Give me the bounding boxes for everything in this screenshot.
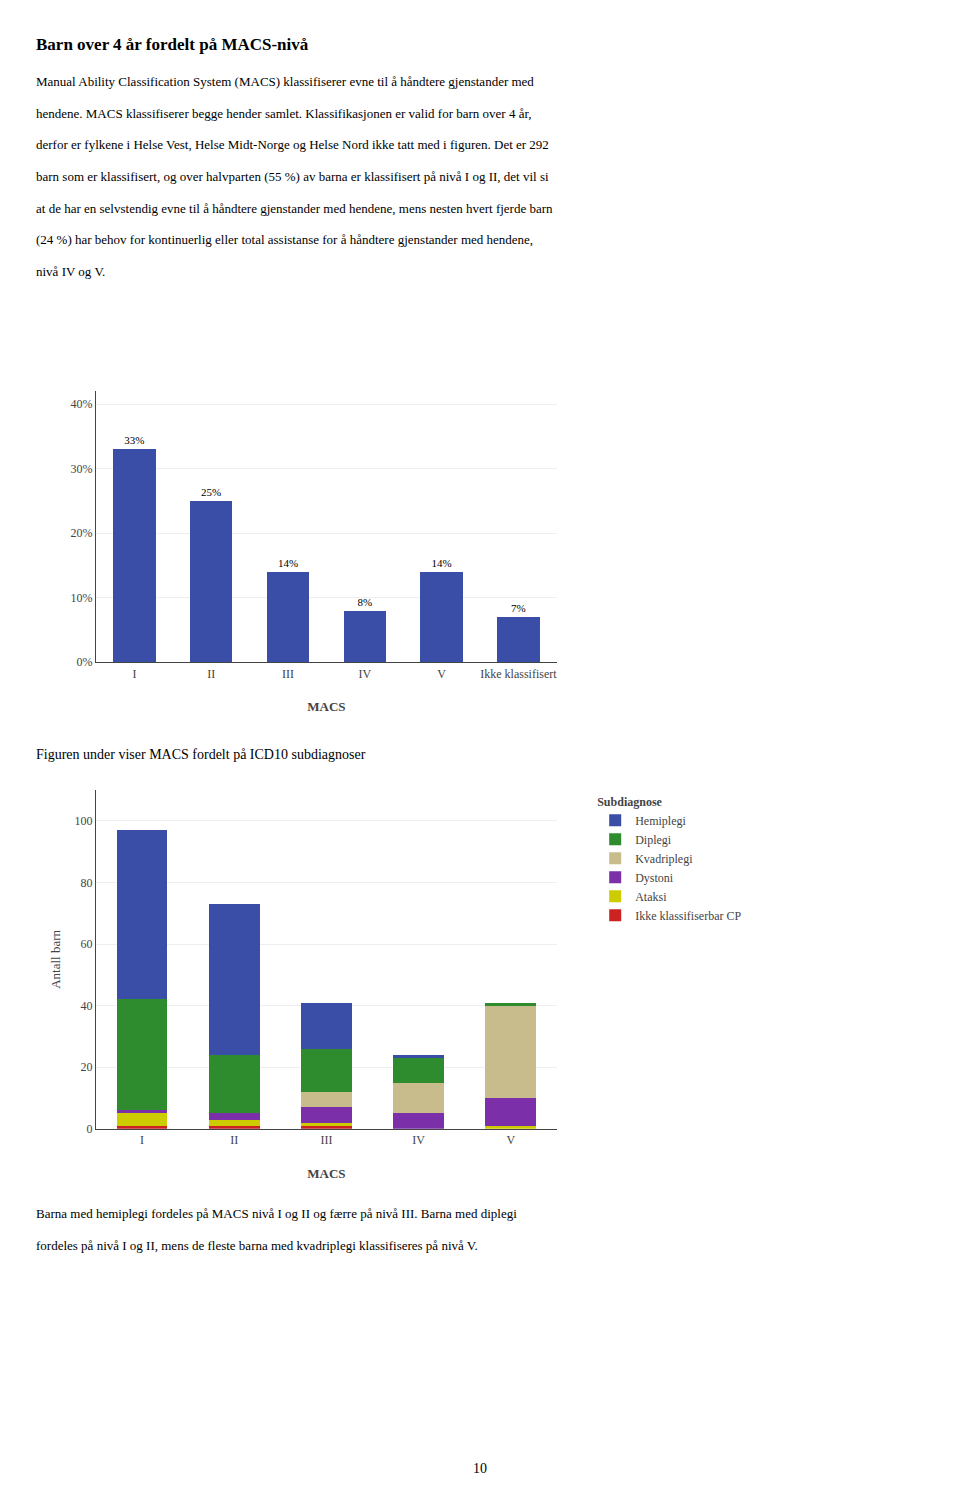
svg-text:I: I: [140, 1133, 144, 1147]
svg-text:II: II: [207, 667, 215, 681]
svg-text:Antall barn: Antall barn: [48, 930, 63, 989]
svg-text:III: III: [320, 1133, 332, 1147]
svg-text:Ikke klassifiserbar CP: Ikke klassifiserbar CP: [635, 909, 741, 923]
svg-text:nivå IV og V.: nivå IV og V.: [36, 264, 105, 279]
svg-text:III: III: [282, 667, 294, 681]
svg-text:Hemiplegi: Hemiplegi: [635, 814, 686, 828]
svg-text:60: 60: [81, 937, 93, 951]
svg-text:100: 100: [75, 814, 93, 828]
svg-text:derfor er fylkene i Helse Vest: derfor er fylkene i Helse Vest, Helse Mi…: [36, 137, 549, 152]
svg-text:fordeles på nivå I og II, mens: fordeles på nivå I og II, mens de fleste…: [36, 1238, 478, 1253]
svg-text:7%: 7%: [511, 602, 526, 614]
svg-text:Dystoni: Dystoni: [635, 871, 674, 885]
svg-text:10%: 10%: [71, 591, 93, 605]
svg-text:Barn over 4 år fordelt på MACS: Barn over 4 år fordelt på MACS-nivå: [36, 35, 309, 54]
svg-text:Kvadriplegi: Kvadriplegi: [635, 852, 693, 866]
svg-text:Subdiagnose: Subdiagnose: [597, 795, 662, 809]
svg-text:0: 0: [87, 1122, 93, 1136]
svg-text:Ikke klassifisert: Ikke klassifisert: [480, 667, 557, 681]
svg-text:14%: 14%: [432, 557, 452, 569]
svg-text:V: V: [506, 1133, 515, 1147]
svg-text:Diplegi: Diplegi: [635, 833, 672, 847]
svg-text:0%: 0%: [77, 655, 93, 669]
svg-text:IV: IV: [358, 667, 371, 681]
svg-text:I: I: [132, 667, 136, 681]
svg-text:V: V: [437, 667, 446, 681]
svg-text:30%: 30%: [71, 462, 93, 476]
svg-text:MACS: MACS: [307, 699, 345, 714]
svg-text:Barna med hemiplegi fordeles p: Barna med hemiplegi fordeles på MACS niv…: [36, 1206, 517, 1221]
svg-text:20%: 20%: [71, 526, 93, 540]
svg-text:33%: 33%: [124, 434, 144, 446]
svg-text:IV: IV: [412, 1133, 425, 1147]
svg-text:10: 10: [473, 1461, 487, 1476]
svg-text:40: 40: [81, 999, 93, 1013]
svg-text:40%: 40%: [71, 397, 93, 411]
svg-text:hendene. MACS klassifiserer be: hendene. MACS klassifiserer begge hender…: [36, 106, 532, 121]
svg-text:barn som er klassifisert, og o: barn som er klassifisert, og over halvpa…: [36, 169, 549, 184]
svg-text:(24 %) har behov for kontinuer: (24 %) har behov for kontinuerlig eller …: [36, 232, 533, 247]
svg-text:80: 80: [81, 876, 93, 890]
svg-text:Manual Ability Classification: Manual Ability Classification System (MA…: [36, 74, 534, 89]
svg-text:20: 20: [81, 1060, 93, 1074]
svg-text:8%: 8%: [357, 596, 372, 608]
svg-text:II: II: [230, 1133, 238, 1147]
svg-text:Ataksi: Ataksi: [635, 890, 667, 904]
svg-text:MACS: MACS: [307, 1166, 345, 1181]
svg-text:at de har en selvstendig evne: at de har en selvstendig evne til å hånd…: [36, 201, 553, 216]
svg-text:25%: 25%: [201, 486, 221, 498]
svg-text:14%: 14%: [278, 557, 298, 569]
svg-text:Figuren under viser MACS forde: Figuren under viser MACS fordelt på ICD1…: [36, 747, 366, 762]
